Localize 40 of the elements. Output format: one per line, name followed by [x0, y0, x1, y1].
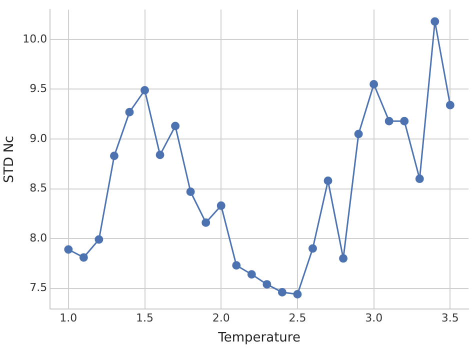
x-tick-label: 3.5 [441, 312, 459, 325]
point [308, 244, 317, 253]
point [171, 122, 180, 130]
point [79, 253, 88, 262]
point [232, 261, 241, 270]
point [446, 100, 454, 110]
point [354, 130, 363, 138]
point [415, 174, 424, 184]
point [125, 108, 134, 116]
y-tick-label: 7.5 [30, 281, 48, 294]
point [384, 116, 394, 126]
y-tick-label: 9.0 [30, 132, 48, 145]
point [400, 116, 409, 126]
x-tick-label: 3.0 [365, 312, 383, 325]
x-tick-label: 1.5 [136, 312, 154, 325]
point [94, 235, 104, 244]
x-tick-label: 2.0 [212, 312, 230, 325]
point [247, 270, 256, 279]
point [64, 245, 73, 254]
x-tick-label: 1.0 [60, 312, 78, 325]
y-tick-label: 8.0 [30, 231, 48, 244]
y-tick-label: 8.5 [30, 182, 48, 195]
point [278, 288, 286, 297]
point [140, 86, 150, 94]
point [293, 290, 302, 299]
x-tick-label: 2.5 [288, 312, 306, 325]
point [339, 254, 348, 263]
point [186, 188, 195, 196]
y-tick-label: 10.0 [22, 32, 48, 46]
point [324, 176, 332, 186]
point [216, 201, 226, 210]
point [202, 218, 210, 227]
point [262, 280, 272, 289]
y-axis-title: STD Nc [2, 136, 18, 184]
x-axis-title: Temperature [217, 330, 300, 346]
point [156, 150, 164, 160]
point [110, 152, 118, 160]
point [370, 80, 378, 88]
point [430, 17, 440, 26]
y-tick-label: 9.5 [30, 82, 48, 96]
